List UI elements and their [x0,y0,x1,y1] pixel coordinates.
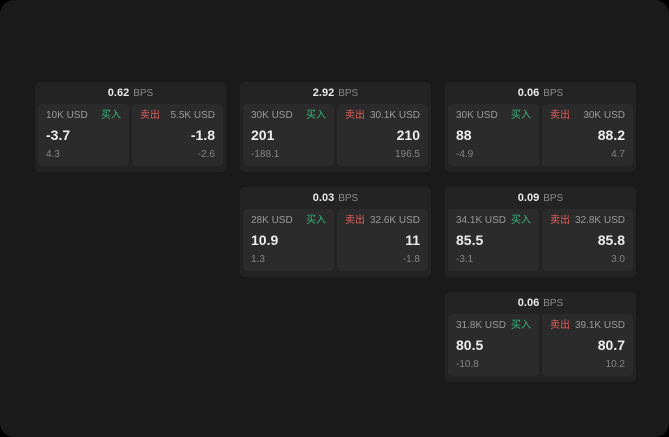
sell-label: 卖出 [550,215,570,226]
sell-size: 32.8K USD [574,215,625,226]
sell-price: 80.7 [597,337,625,353]
spread-header: 0.62 BPS [38,82,223,104]
sell-label: 卖出 [140,110,160,121]
sell-price: 85.8 [597,232,625,248]
sell-label: 卖出 [550,110,570,121]
spread-header: 0.06 BPS [448,292,633,314]
sell-price: 11 [405,232,420,248]
buy-delta: -3.1 [456,254,474,265]
buy-label: 买入 [101,110,121,121]
buy-quote[interactable]: 10K USD 买入 -3.7 4.3 [38,104,129,166]
buy-size: 28K USD [251,215,293,226]
buy-quote[interactable]: 28K USD 买入 10.9 1.3 [243,209,334,271]
quote-card: 0.09 BPS 34.1K USD 买入 85.5 -3.1 卖出 32.8K… [445,187,636,277]
bps-label: BPS [543,192,564,204]
buy-size: 34.1K USD [456,215,507,226]
spread-header: 0.09 BPS [448,187,633,209]
sell-label: 卖出 [345,110,365,121]
spread-header: 0.06 BPS [448,82,633,104]
quote-card: 0.06 BPS 31.8K USD 买入 80.5 -10.8 卖出 39.1… [445,292,636,382]
buy-delta: -10.8 [456,359,479,370]
spread-value: 0.09 [517,192,540,204]
spread-value: 0.62 [107,87,130,99]
buy-delta: -4.9 [456,149,474,160]
sell-label: 卖出 [345,215,365,226]
buy-size: 30K USD [456,110,498,121]
buy-label: 买入 [511,320,531,331]
sell-size: 30K USD [583,110,625,121]
sell-delta: -1.8 [402,254,420,265]
buy-size: 31.8K USD [456,320,507,331]
buy-size: 30K USD [251,110,293,121]
sell-quote[interactable]: 卖出 5.5K USD -1.8 -2.6 [132,104,223,166]
sell-delta: 10.2 [605,359,625,370]
sell-quote[interactable]: 卖出 30K USD 88.2 4.7 [542,104,633,166]
sell-quote[interactable]: 卖出 32.8K USD 85.8 3.0 [542,209,633,271]
sell-size: 32.6K USD [369,215,420,226]
spread-header: 2.92 BPS [243,82,428,104]
quote-card: 0.62 BPS 10K USD 买入 -3.7 4.3 卖出 5.5K USD… [35,82,226,172]
spread-value: 0.06 [517,87,540,99]
sell-size: 39.1K USD [574,320,625,331]
buy-delta: 4.3 [46,149,60,160]
sell-size: 5.5K USD [170,110,215,121]
buy-price: -3.7 [46,127,71,143]
quote-card: 2.92 BPS 30K USD 买入 201 -188.1 卖出 30.1K … [240,82,431,172]
sell-delta: -2.6 [197,149,215,160]
sell-price: 210 [396,127,420,143]
buy-label: 买入 [511,110,531,121]
spread-value: 0.06 [517,297,540,309]
sell-quote[interactable]: 卖出 39.1K USD 80.7 10.2 [542,314,633,376]
buy-label: 买入 [511,215,531,226]
buy-quote[interactable]: 30K USD 买入 88 -4.9 [448,104,539,166]
buy-price: 10.9 [251,232,279,248]
buy-delta: 1.3 [251,254,265,265]
bps-label: BPS [338,192,359,204]
sell-size: 30.1K USD [369,110,420,121]
bps-label: BPS [543,87,564,99]
buy-price: 85.5 [456,232,484,248]
buy-size: 10K USD [46,110,88,121]
bps-label: BPS [133,87,154,99]
buy-quote[interactable]: 30K USD 买入 201 -188.1 [243,104,334,166]
sell-price: 88.2 [597,127,625,143]
buy-price: 80.5 [456,337,484,353]
buy-price: 88 [456,127,472,143]
spread-value: 0.03 [312,192,335,204]
buy-quote[interactable]: 34.1K USD 买入 85.5 -3.1 [448,209,539,271]
buy-delta: -188.1 [251,149,280,160]
sell-price: -1.8 [190,127,215,143]
sell-label: 卖出 [550,320,570,331]
spread-value: 2.92 [312,87,335,99]
quote-card: 0.06 BPS 30K USD 买入 88 -4.9 卖出 30K USD 8… [445,82,636,172]
quote-card: 0.03 BPS 28K USD 买入 10.9 1.3 卖出 32.6K US… [240,187,431,277]
sell-quote[interactable]: 卖出 30.1K USD 210 196.5 [337,104,428,166]
buy-quote[interactable]: 31.8K USD 买入 80.5 -10.8 [448,314,539,376]
bps-label: BPS [338,87,359,99]
buy-label: 买入 [306,215,326,226]
sell-delta: 196.5 [394,149,420,160]
buy-label: 买入 [306,110,326,121]
bps-label: BPS [543,297,564,309]
buy-price: 201 [251,127,275,143]
spread-header: 0.03 BPS [243,187,428,209]
sell-delta: 3.0 [611,254,625,265]
sell-quote[interactable]: 卖出 32.6K USD 11 -1.8 [337,209,428,271]
sell-delta: 4.7 [611,149,625,160]
